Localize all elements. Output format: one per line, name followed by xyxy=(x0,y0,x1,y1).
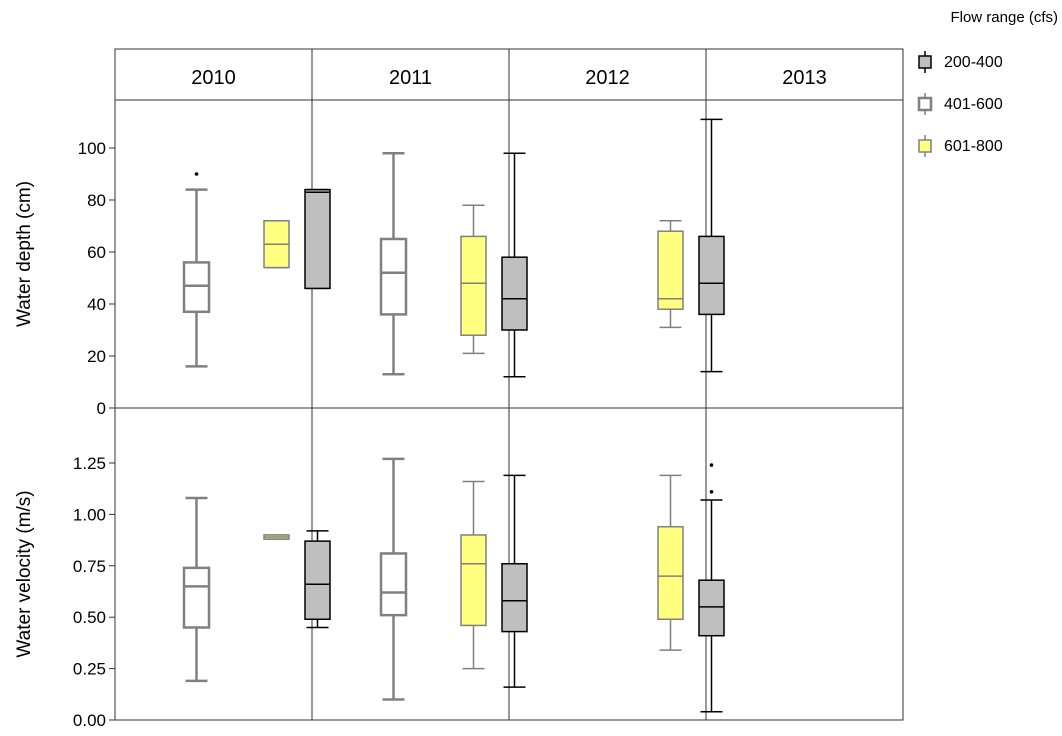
box-iqr xyxy=(182,261,211,314)
y-axis-label: Water depth (cm) xyxy=(14,181,35,327)
y-tick-label: 1.25 xyxy=(73,454,106,473)
legend-title: Flow range (cfs) xyxy=(950,9,1058,26)
facet-label-2012: 2012 xyxy=(585,67,630,89)
legend-key-box xyxy=(917,96,933,112)
box-iqr xyxy=(460,235,487,336)
box-iqr xyxy=(379,552,408,617)
box-2011-401-600 xyxy=(379,151,408,376)
box-iqr xyxy=(657,525,684,621)
y-tick-label: 60 xyxy=(87,243,106,262)
outlier-point xyxy=(709,463,714,467)
box-2010-601-800 xyxy=(263,220,290,269)
box-2011-401-600 xyxy=(379,457,408,701)
box-iqr xyxy=(698,235,725,316)
outlier-point xyxy=(709,489,714,494)
legend-label: 401-600 xyxy=(944,96,1003,113)
box-2012-200-400 xyxy=(501,474,528,688)
legend-item-601-800: 601-800 xyxy=(918,135,1003,157)
y-tick-label: 20 xyxy=(87,347,106,366)
box-2013-200-400 xyxy=(698,118,725,373)
facet-label-2011: 2011 xyxy=(389,67,432,89)
legend-key-box xyxy=(918,55,932,69)
box-2013-200-400 xyxy=(698,463,725,713)
box-iqr xyxy=(460,534,487,627)
box-2011-200-400 xyxy=(304,530,331,629)
box-iqr xyxy=(304,540,331,621)
box-2012-601-800 xyxy=(657,474,684,651)
box-iqr xyxy=(501,256,528,331)
y-tick-label: 0.25 xyxy=(73,660,106,679)
box-iqr xyxy=(182,566,211,629)
y-tick-label: 100 xyxy=(78,139,106,158)
box-2012-200-400 xyxy=(501,152,528,378)
box-2010-601-800 xyxy=(263,534,290,540)
y-tick-label: 0.00 xyxy=(73,711,106,730)
legend-label: 601-800 xyxy=(944,138,1003,155)
facet-label-2013: 2013 xyxy=(782,67,827,89)
box-iqr xyxy=(379,237,408,316)
legend-label: 200-400 xyxy=(944,54,1003,71)
box-iqr xyxy=(698,579,725,637)
facet-label-2010: 2010 xyxy=(191,67,236,89)
box-2010-401-600 xyxy=(182,496,211,683)
box-iqr xyxy=(657,230,684,310)
legend-key-box xyxy=(918,139,932,153)
legend-item-200-400: 200-400 xyxy=(918,51,1003,73)
box-2011-200-400 xyxy=(304,188,331,290)
box-iqr xyxy=(501,562,528,633)
y-tick-label: 80 xyxy=(87,191,106,210)
box-2012-601-800 xyxy=(657,220,684,329)
y-tick-label: 1.00 xyxy=(73,505,106,524)
outlier-point xyxy=(194,172,199,176)
box-2011-601-800 xyxy=(460,480,487,670)
box-iqr xyxy=(304,188,331,290)
y-tick-label: 0.75 xyxy=(73,557,106,576)
y-tick-label: 0 xyxy=(97,399,106,418)
legend-item-401-600: 401-600 xyxy=(917,93,1003,115)
y-tick-label: 40 xyxy=(87,295,106,314)
box-2011-601-800 xyxy=(460,204,487,355)
box-2010-401-600 xyxy=(182,172,211,368)
y-tick-label: 0.50 xyxy=(73,608,106,627)
y-axis-label: Water velocity (m/s) xyxy=(14,490,35,657)
